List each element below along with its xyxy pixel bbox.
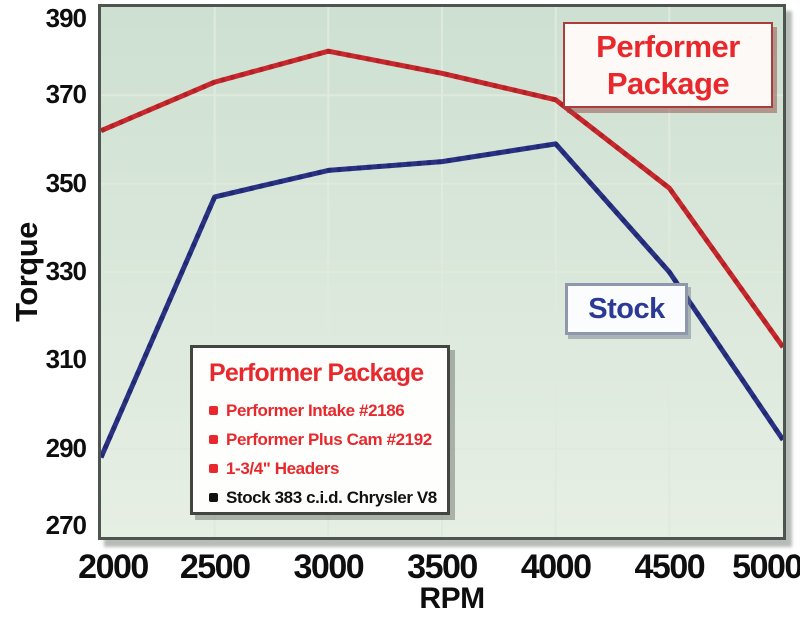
y-tick-label: 270 [45, 509, 87, 540]
legend-item: Performer Plus Cam #2192 [209, 425, 439, 454]
legend-item-label: Stock 383 c.i.d. Chrysler V8 [226, 487, 437, 507]
legend-item: 1-3/4" Headers [209, 454, 439, 483]
y-tick-label: 310 [45, 344, 87, 375]
y-axis-title: Torque [9, 222, 44, 322]
performer-package-callout-line1: Performer [596, 29, 740, 64]
legend-bullet-icon [209, 435, 218, 444]
stock-callout: Stock [565, 283, 688, 335]
stock-line-texture [101, 141, 783, 459]
x-tick-label: 2000 [78, 548, 149, 586]
y-tick-label: 290 [45, 432, 87, 463]
legend-item-label: Performer Intake #2186 [226, 400, 405, 420]
legend-bullet-icon [209, 406, 218, 415]
performer-package-callout: Performer Package [563, 22, 773, 108]
x-tick-label: 5000 [732, 548, 800, 586]
x-tick-label: 3000 [293, 548, 365, 586]
legend-item-label: 1-3/4" Headers [226, 458, 340, 478]
performer-package-line [101, 48, 783, 349]
legend-title: Performer Package [209, 359, 424, 387]
x-tick-label: 2500 [179, 548, 251, 586]
stock-callout-label: Stock [588, 292, 665, 325]
y-tick-label: 390 [45, 2, 87, 33]
legend-bullet-icon [209, 493, 218, 502]
x-tick-label: 4500 [634, 548, 706, 586]
y-tick-label: 370 [45, 79, 87, 110]
performer-package-callout-line2: Package [606, 66, 730, 101]
y-tick-label: 350 [45, 167, 87, 198]
legend-item-label: Performer Plus Cam #2192 [226, 429, 432, 449]
x-axis-title: RPM [419, 582, 485, 615]
x-tick-label: 4000 [520, 548, 592, 586]
legend-item: Stock 383 c.i.d. Chrysler V8 [209, 483, 439, 512]
legend-item: Performer Intake #2186 [209, 396, 439, 425]
legend-bullet-icon [209, 464, 218, 473]
y-tick-label: 330 [45, 255, 87, 286]
legend-items: Performer Intake #2186 Performer Plus Cam… [209, 396, 439, 512]
stock-line [101, 141, 783, 459]
performer-package-line-texture [101, 48, 783, 349]
legend-box: Performer Package Performer Intake #2186… [190, 345, 450, 515]
